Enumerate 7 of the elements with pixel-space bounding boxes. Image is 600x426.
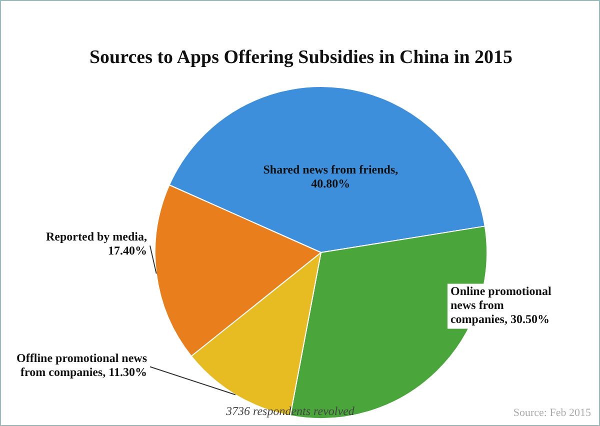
slice-label: Shared news from friends, 40.80% — [263, 162, 398, 191]
text: 3736 respondents revolved — [226, 404, 354, 419]
source-note: Source: Feb 2015 — [513, 407, 591, 419]
chart-title: Sources to Apps Offering Subsidies in China in 2015 — [88, 47, 514, 69]
slice-label: Online promotional news from companies, 30.50% — [450, 284, 552, 326]
slice-label: Offline promotional news from companies, 11.30% — [16, 350, 148, 379]
slice-label: Reported by media, 17.40% — [46, 230, 148, 258]
